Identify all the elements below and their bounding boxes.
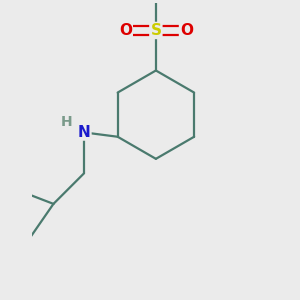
Text: H: H xyxy=(61,115,72,129)
Text: N: N xyxy=(78,124,90,140)
Text: S: S xyxy=(150,23,161,38)
Text: O: O xyxy=(119,23,132,38)
Text: O: O xyxy=(180,23,193,38)
